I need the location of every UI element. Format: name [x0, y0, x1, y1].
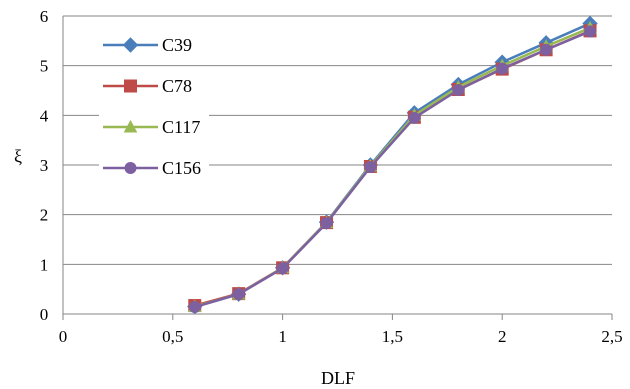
y-tick-label: 2 [40, 206, 49, 225]
data-point [232, 288, 245, 301]
data-point [584, 25, 597, 38]
x-tick-label: 1 [278, 327, 287, 346]
legend-label: C39 [162, 35, 192, 55]
data-point [188, 301, 201, 314]
series-c78 [188, 24, 597, 313]
tick-labels: 0 1 2 3 4 5 6 0 0,5 1 1,5 2 2,5 [40, 7, 623, 346]
y-axis-title: ξ [14, 146, 22, 166]
legend-marker [124, 79, 137, 93]
data-point [320, 217, 333, 230]
x-tick-label: 2 [498, 327, 507, 346]
y-tick-label: 1 [40, 255, 49, 274]
y-tick-label: 3 [40, 156, 49, 175]
legend-label: C117 [162, 117, 200, 137]
y-tick-label: 6 [40, 7, 49, 26]
series-c156 [188, 25, 597, 314]
data-point [276, 262, 289, 275]
series-line [194, 30, 591, 309]
legend: C39 C78 C117 C156 [99, 28, 209, 185]
axes [62, 16, 613, 320]
legend-marker [124, 162, 137, 174]
legend-marker [123, 119, 138, 133]
legend-label: C156 [162, 158, 201, 178]
data-point [408, 111, 421, 124]
legend-item: C39 [99, 28, 209, 62]
legend-item: C117 [99, 110, 209, 144]
data-point [496, 62, 509, 75]
data-point [364, 160, 377, 173]
x-axis-title: DLF [321, 368, 355, 388]
legend-label: C78 [162, 76, 192, 96]
x-tick-label: 0 [59, 327, 68, 346]
y-tick-label: 5 [40, 57, 49, 76]
series-group [187, 15, 598, 315]
x-tick-label: 0,5 [162, 327, 183, 346]
legend-item: C78 [99, 69, 209, 103]
legend-marker [122, 37, 139, 53]
legend-item: C156 [99, 151, 209, 185]
x-tick-label: 1,5 [382, 327, 403, 346]
data-point [452, 84, 465, 97]
y-tick-label: 4 [40, 106, 49, 125]
data-point [540, 43, 553, 56]
x-tick-label: 2,5 [601, 327, 622, 346]
y-tick-label: 0 [40, 305, 49, 324]
